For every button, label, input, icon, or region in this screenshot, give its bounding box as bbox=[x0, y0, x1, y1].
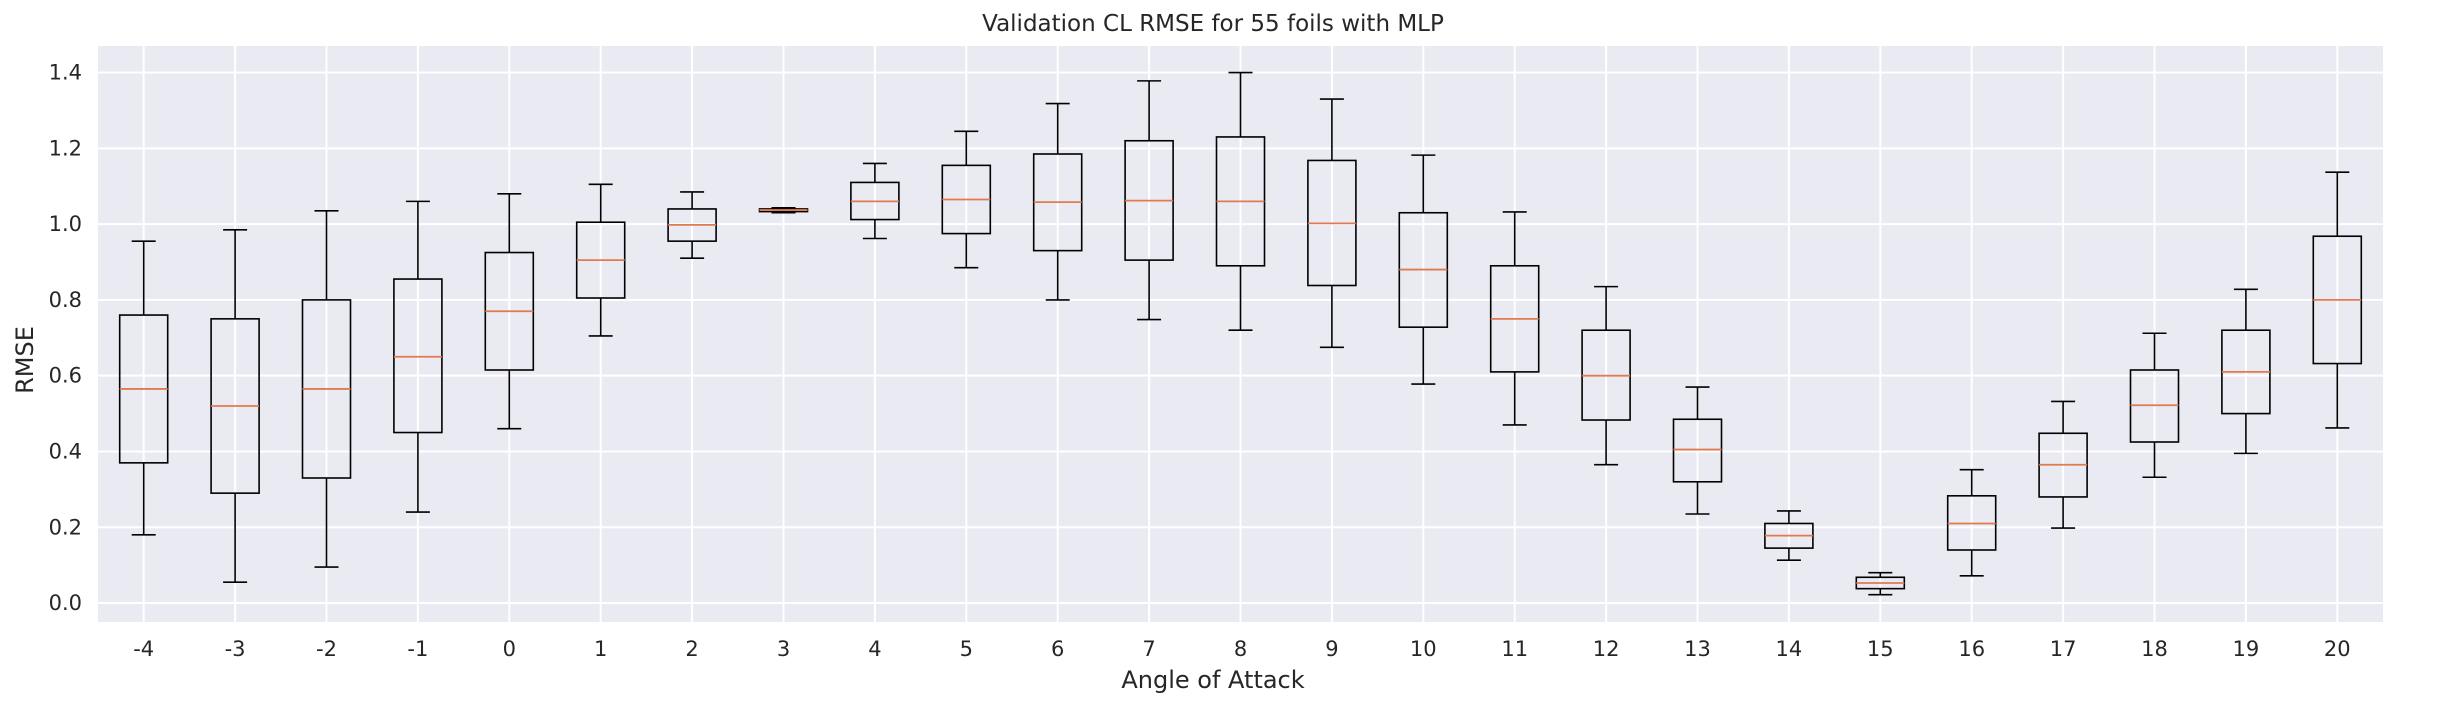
y-tick-label: 0.8 bbox=[49, 288, 82, 312]
x-tick-label: -4 bbox=[133, 637, 154, 661]
y-axis-label: RMSE bbox=[11, 326, 39, 394]
box-18 bbox=[2129, 332, 2180, 479]
x-tick-label: 9 bbox=[1325, 637, 1338, 661]
box-16 bbox=[1946, 468, 1997, 577]
x-tick-label: 15 bbox=[1867, 637, 1894, 661]
y-tick-label: 0.2 bbox=[49, 515, 82, 539]
box-6 bbox=[1032, 102, 1083, 301]
x-tick-label: 3 bbox=[777, 637, 790, 661]
box--2 bbox=[301, 210, 352, 568]
x-tick-label: 6 bbox=[1051, 637, 1064, 661]
box-11 bbox=[1489, 211, 1540, 426]
box-7 bbox=[1124, 80, 1174, 321]
box--1 bbox=[393, 200, 443, 513]
x-tick-label: 19 bbox=[2233, 637, 2260, 661]
box-20 bbox=[2312, 171, 2363, 429]
x-tick-label: 10 bbox=[1410, 637, 1437, 661]
iqr-box bbox=[393, 278, 443, 434]
box-17 bbox=[2038, 400, 2088, 529]
x-tick-label: 7 bbox=[1142, 637, 1155, 661]
box-2 bbox=[667, 191, 717, 260]
box-1 bbox=[575, 183, 626, 337]
x-tick-label: 2 bbox=[685, 637, 698, 661]
box-4 bbox=[850, 162, 900, 240]
x-tick-label: 13 bbox=[1684, 637, 1711, 661]
x-tick-label: 11 bbox=[1501, 637, 1528, 661]
box-8 bbox=[1215, 71, 1266, 332]
box-5 bbox=[941, 130, 992, 269]
x-tick-label: -1 bbox=[407, 637, 428, 661]
box-13 bbox=[1672, 386, 1723, 515]
box-10 bbox=[1398, 154, 1449, 385]
x-tick-label: 1 bbox=[594, 637, 607, 661]
x-tick-label: -2 bbox=[316, 637, 337, 661]
tick-labels: 0.00.20.40.60.81.01.21.4-4 -3 -2 -1 0 1 2 3 4 5 6 7… bbox=[49, 61, 2351, 661]
box-15 bbox=[1855, 571, 1906, 596]
box-series bbox=[118, 71, 2363, 596]
x-tick-label: 8 bbox=[1234, 637, 1247, 661]
y-tick-label: 1.0 bbox=[49, 212, 82, 236]
x-tick-label: -3 bbox=[225, 637, 246, 661]
x-tick-label: 0 bbox=[503, 637, 516, 661]
box-9 bbox=[1307, 98, 1357, 349]
box-19 bbox=[2221, 288, 2271, 455]
x-axis-label: Angle of Attack bbox=[1121, 666, 1304, 694]
box-3 bbox=[758, 207, 809, 214]
y-tick-label: 1.4 bbox=[49, 61, 82, 85]
x-tick-label: 16 bbox=[1958, 637, 1985, 661]
x-tick-label: 5 bbox=[960, 637, 973, 661]
y-tick-label: 0.6 bbox=[49, 364, 82, 388]
box-0 bbox=[484, 192, 535, 430]
box--3 bbox=[210, 228, 260, 584]
iqr-box bbox=[1672, 418, 1723, 483]
y-tick-label: 0.4 bbox=[49, 439, 82, 463]
x-tick-label: 12 bbox=[1593, 637, 1620, 661]
x-tick-label: 14 bbox=[1776, 637, 1803, 661]
box--4 bbox=[118, 240, 169, 536]
y-tick-label: 1.2 bbox=[49, 136, 82, 160]
chart-title: Validation CL RMSE for 55 foils with MLP bbox=[982, 11, 1444, 37]
x-tick-label: 20 bbox=[2324, 637, 2351, 661]
x-tick-label: 17 bbox=[2050, 637, 2077, 661]
y-tick-label: 0.0 bbox=[49, 591, 82, 615]
x-tick-label: 18 bbox=[2141, 637, 2168, 661]
box-14 bbox=[1764, 510, 1814, 562]
box-12 bbox=[1581, 285, 1631, 466]
x-tick-label: 4 bbox=[868, 637, 881, 661]
